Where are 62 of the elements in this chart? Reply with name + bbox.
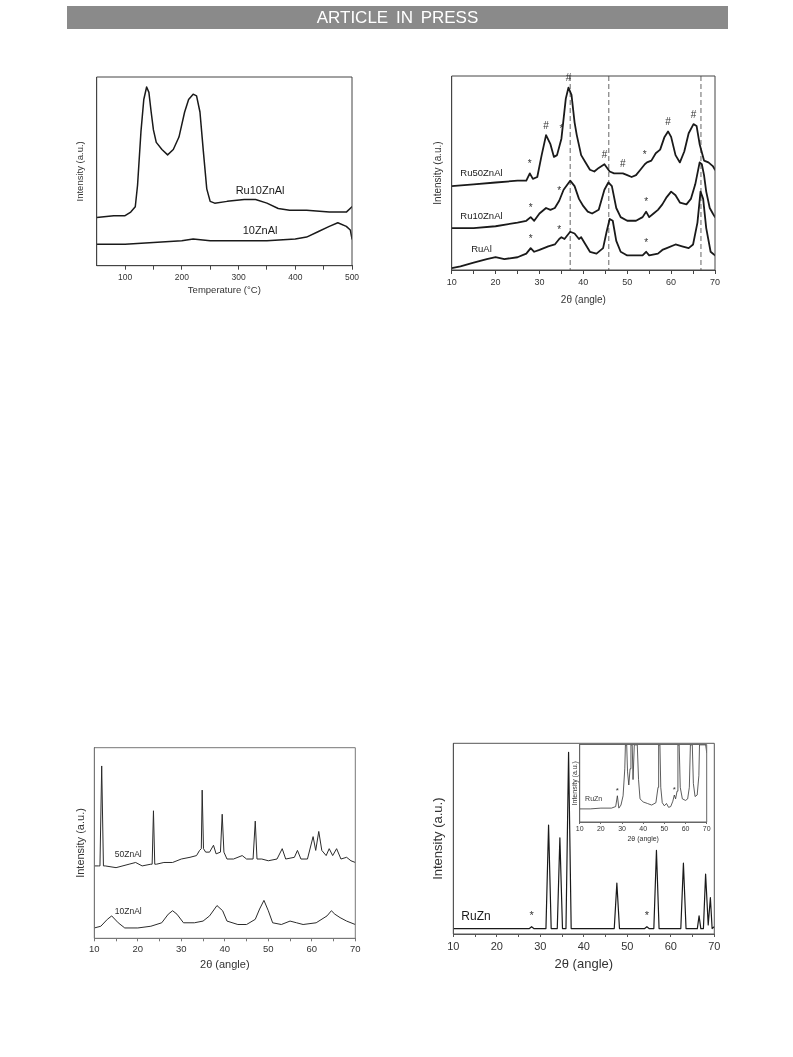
series-label: 50ZnAl [114, 849, 142, 860]
x-tick-label: 10 [446, 276, 457, 287]
annotation: # [565, 72, 572, 84]
annotation: # [620, 158, 627, 170]
x-axis-title: 2θ (angle) [560, 293, 606, 305]
header-banner: ARTICLE IN PRESS [67, 6, 728, 29]
x-tick-label: 20 [490, 276, 501, 287]
x-tick-label: 60 [306, 942, 318, 954]
series-label: RuZn [461, 908, 491, 923]
annotation: * [644, 236, 649, 248]
x-tick-label: 20 [132, 942, 144, 954]
x-tick-label: 40 [577, 939, 590, 952]
x-tick-label: 50 [622, 276, 633, 287]
series-label: RuAl [471, 243, 492, 255]
annotation: * [642, 149, 647, 160]
x-tick-label: 20 [490, 939, 503, 952]
annotation: * [616, 785, 620, 795]
annotation: # [601, 149, 608, 160]
annotation: * [557, 223, 562, 235]
series-label: Ru10ZnAl [235, 183, 285, 196]
annotation: * [529, 908, 535, 921]
x-tick-label: 40 [219, 942, 231, 954]
annotation: * [559, 123, 564, 135]
annotation: * [673, 785, 677, 795]
x-tick-label: 200 [174, 272, 190, 283]
x-tick-label: 300 [231, 272, 246, 283]
x-tick-label: 50 [263, 942, 274, 954]
x-tick-label: 50 [621, 939, 634, 952]
x-tick-label: 70 [708, 939, 721, 952]
x-tick-label: 30 [534, 276, 545, 287]
y-axis-title: Intensity (a.u.) [73, 808, 86, 878]
annotation: * [528, 232, 533, 244]
annotation: * [528, 201, 533, 213]
x-axis-title: Temperature (°C) [187, 283, 261, 295]
x-tick-label: 100 [117, 272, 133, 283]
annotation: * [644, 196, 649, 208]
series-label: Ru10ZnAl [460, 210, 503, 222]
x-tick-label: 40 [578, 276, 589, 287]
x-tick-label: 400 [288, 272, 303, 283]
x-tick-label: 30 [534, 939, 547, 952]
annotation: # [690, 108, 697, 120]
annotation: * [644, 908, 650, 921]
x-tick-label: 10 [89, 942, 100, 954]
annotation: # [665, 116, 672, 128]
x-tick-label: 500 [344, 272, 360, 283]
y-axis-title: Intensity (a.u.) [431, 141, 443, 205]
x-tick-label: 30 [176, 942, 187, 954]
series-label: 10ZnAl [242, 224, 278, 237]
x-tick-label: 70 [350, 942, 361, 954]
x-tick-label: 10 [447, 939, 460, 952]
annotation: * [527, 158, 532, 170]
annotation: * [557, 185, 562, 197]
x-tick-label: 60 [664, 939, 677, 952]
y-axis-title: Intensity (a.u.) [430, 797, 446, 880]
x-tick-label: 70 [709, 276, 721, 287]
x-axis-title: 2θ (angle) [554, 955, 614, 971]
x-tick-label: 60 [666, 276, 677, 287]
series-label: Ru50ZnAl [460, 166, 503, 178]
series-label: 10ZnAl [114, 906, 142, 917]
y-axis-title: Intensity (a.u.) [74, 141, 86, 202]
x-axis-title: 2θ (angle) [200, 958, 250, 971]
annotation: # [543, 119, 550, 131]
